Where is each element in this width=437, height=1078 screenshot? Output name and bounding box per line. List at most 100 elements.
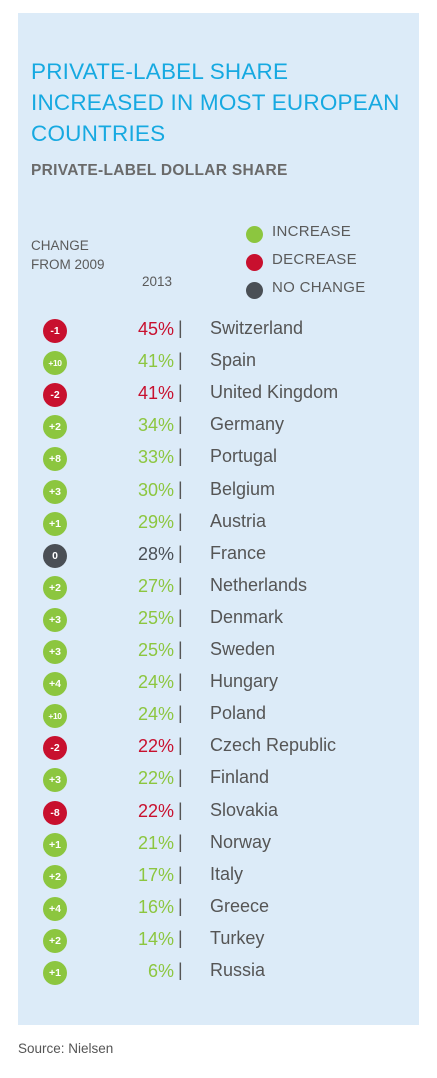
country-label: Poland [210, 703, 267, 723]
separator: | [178, 735, 183, 755]
change-badge: -8 [43, 801, 67, 825]
country-row: +3 25% | Denmark [0, 604, 437, 636]
year-column-header: 2013 [142, 274, 173, 289]
country-label: Italy [210, 864, 244, 884]
country-row: +10 24% | Poland [0, 700, 437, 732]
country-label: United Kingdom [210, 382, 339, 402]
country-row: +3 25% | Sweden [0, 636, 437, 668]
country-label: Spain [210, 350, 257, 370]
separator: | [178, 800, 183, 820]
share-value: 21% [137, 833, 174, 853]
change-badge: +2 [43, 865, 67, 889]
country-row: +2 17% | Italy [0, 861, 437, 893]
country-label: Greece [210, 896, 270, 916]
separator: | [178, 928, 183, 948]
share-value: 22% [137, 768, 174, 788]
country-row: +10 41% | Spain [0, 347, 437, 379]
country-row: -8 22% | Slovakia [0, 797, 437, 829]
share-value: 24% [137, 672, 174, 692]
change-badge: +1 [43, 833, 67, 857]
share-value: 28% [137, 544, 174, 564]
change-column-header: CHANGE FROM 2009 [31, 238, 105, 272]
change-badge: +2 [43, 576, 67, 600]
separator: | [178, 511, 183, 531]
share-value: 6% [147, 961, 174, 981]
separator: | [178, 446, 183, 466]
country-row: +1 6% | Russia [0, 957, 437, 989]
share-value: 22% [137, 801, 174, 821]
separator: | [178, 575, 183, 595]
country-row: +2 34% | Germany [0, 411, 437, 443]
country-row: +3 30% | Belgium [0, 476, 437, 508]
country-label: Finland [210, 767, 270, 787]
change-badge: -2 [43, 736, 67, 760]
change-badge: +3 [43, 640, 67, 664]
country-label: Slovakia [210, 800, 279, 820]
change-badge: +4 [43, 672, 67, 696]
change-badge: +1 [43, 961, 67, 985]
chart-subtitle: PRIVATE-LABEL DOLLAR SHARE [31, 162, 288, 179]
country-row: +2 27% | Netherlands [0, 572, 437, 604]
change-badge: +3 [43, 480, 67, 504]
country-label: Belgium [210, 479, 276, 499]
source-note: Source: Nielsen [18, 1041, 114, 1056]
country-row: 0 28% | France [0, 540, 437, 572]
country-label: Turkey [210, 928, 265, 948]
change-badge: +3 [43, 608, 67, 632]
country-row: -1 45% | Switzerland [0, 315, 437, 347]
change-badge: +3 [43, 768, 67, 792]
separator: | [178, 864, 183, 884]
country-label: Czech Republic [210, 735, 337, 755]
country-row: +1 21% | Norway [0, 829, 437, 861]
separator: | [178, 703, 183, 723]
share-value: 29% [137, 512, 174, 532]
no-change-dot-icon [246, 282, 263, 299]
country-label: Switzerland [210, 318, 304, 338]
share-value: 25% [137, 640, 174, 660]
separator: | [178, 607, 183, 627]
country-row: +8 33% | Portugal [0, 443, 437, 475]
country-label: Hungary [210, 671, 279, 691]
country-label: France [210, 543, 267, 563]
separator: | [178, 382, 183, 402]
country-label: Denmark [210, 607, 284, 627]
country-row: +4 24% | Hungary [0, 668, 437, 700]
separator: | [178, 479, 183, 499]
share-value: 24% [137, 704, 174, 724]
separator: | [178, 414, 183, 434]
share-value: 30% [137, 480, 174, 500]
country-row: +1 29% | Austria [0, 508, 437, 540]
country-label: Portugal [210, 446, 278, 466]
change-badge: +4 [43, 897, 67, 921]
share-value: 33% [137, 447, 174, 467]
separator: | [178, 543, 183, 563]
decrease-dot-icon [246, 254, 263, 271]
change-badge: +2 [43, 929, 67, 953]
country-row: -2 22% | Czech Republic [0, 732, 437, 764]
chart-panel [18, 13, 419, 1025]
country-label: Austria [210, 511, 267, 531]
country-row: -2 41% | United Kingdom [0, 379, 437, 411]
separator: | [178, 832, 183, 852]
legend-label: DECREASE [272, 251, 357, 268]
share-value: 34% [137, 415, 174, 435]
separator: | [178, 350, 183, 370]
change-badge: -1 [43, 319, 67, 343]
share-value: 27% [137, 576, 174, 596]
share-value: 41% [137, 383, 174, 403]
share-value: 16% [137, 897, 174, 917]
country-label: Russia [210, 960, 266, 980]
separator: | [178, 639, 183, 659]
share-value: 22% [137, 736, 174, 756]
change-badge: +2 [43, 415, 67, 439]
country-row: +4 16% | Greece [0, 893, 437, 925]
change-badge: -2 [43, 383, 67, 407]
share-value: 45% [137, 319, 174, 339]
share-value: 25% [137, 608, 174, 628]
change-badge: +10 [43, 351, 67, 375]
legend-label: NO CHANGE [272, 279, 366, 296]
chart-title: PRIVATE-LABEL SHARE INCREASED IN MOST EU… [31, 59, 400, 146]
separator: | [178, 896, 183, 916]
country-row: +3 22% | Finland [0, 764, 437, 796]
separator: | [178, 960, 183, 980]
